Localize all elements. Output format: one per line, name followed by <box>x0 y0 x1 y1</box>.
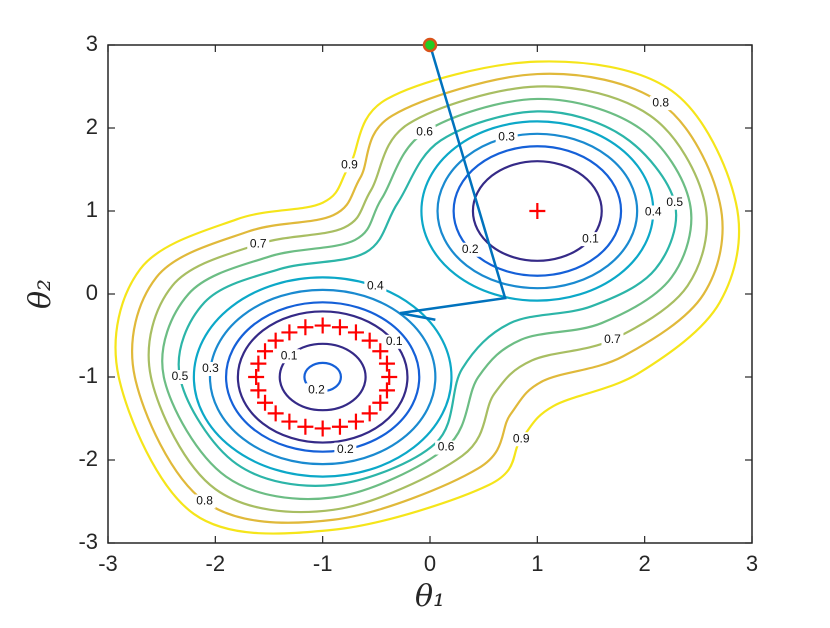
contour-label: 0.3 <box>202 361 219 375</box>
plus-marker <box>248 369 265 385</box>
contour-label-bg <box>247 237 270 252</box>
plus-marker <box>361 405 378 422</box>
contour-label-bg <box>413 125 436 140</box>
contour-line <box>114 60 741 535</box>
contour-label-bg <box>334 442 357 457</box>
plus-marker <box>257 394 274 411</box>
plus-marker <box>361 332 378 349</box>
contour-label-bg <box>278 349 301 364</box>
contour-line <box>177 110 678 487</box>
contour-label: 0.7 <box>604 332 621 346</box>
contour-label: 0.6 <box>416 124 433 138</box>
plus-marker <box>331 418 348 435</box>
contour-label: 0.1 <box>582 231 599 245</box>
contour-line <box>208 288 437 466</box>
contour-label-bg <box>305 383 328 398</box>
plus-marker <box>378 355 395 372</box>
start-marker <box>422 37 438 53</box>
contour-label: 0.8 <box>196 494 213 508</box>
x-tick-label: -2 <box>206 551 226 576</box>
plus-marker <box>314 317 331 334</box>
plus-marker <box>381 369 398 385</box>
contour-label: 0.4 <box>645 205 662 219</box>
contour-line <box>192 276 453 478</box>
x-tick-label: 1 <box>531 551 543 576</box>
contour-label-bg <box>601 332 624 347</box>
contour-label: 0.6 <box>438 440 455 454</box>
contour-line <box>452 145 623 277</box>
y-tick-label: -3 <box>78 529 98 554</box>
plot-layer: 0.1 0.2 0.3 0.4 0.2 0.1 0.1 0.2 0.3 0.4 0.5 0.5 0.6 0… <box>114 60 741 535</box>
descent-path <box>399 44 507 321</box>
contour-label: 0.2 <box>462 242 479 256</box>
x-tick-label: -3 <box>98 551 118 576</box>
plus-marker <box>347 324 364 341</box>
contour-label-bg <box>579 232 602 247</box>
contour-label-bg <box>663 195 686 210</box>
contour-label: 0.1 <box>386 334 403 348</box>
contour-label-bg <box>383 334 406 349</box>
contour-line <box>147 85 708 514</box>
contour-label-bg <box>338 158 361 173</box>
contour-line <box>436 132 639 290</box>
contour-line <box>278 342 367 412</box>
plus-marker <box>257 343 274 360</box>
contour-label: 0.9 <box>341 158 358 172</box>
plus-marker <box>297 319 314 336</box>
contour-label: 0.9 <box>513 431 530 445</box>
plus-marker <box>314 420 331 437</box>
plus-marker <box>267 332 284 349</box>
y-tick-label: 1 <box>86 197 98 222</box>
x-tick-label: 3 <box>746 551 758 576</box>
contour-line <box>161 97 693 501</box>
contour-label-bg <box>435 440 458 455</box>
y-axis-label: θ₂ <box>23 279 58 309</box>
plus-marker <box>378 382 395 399</box>
contour-label-bg <box>364 279 387 294</box>
x-tick-label: 2 <box>639 551 651 576</box>
plus-marker <box>529 203 546 219</box>
plus-marker <box>372 343 389 360</box>
contour-label: 0.5 <box>666 195 683 209</box>
contour-label-bg <box>168 370 191 384</box>
plus-marker <box>250 382 267 399</box>
contour-label-bg <box>193 494 216 509</box>
contour-label: 0.3 <box>498 130 515 144</box>
contour-label: 0.1 <box>281 348 298 362</box>
y-tick-label: 0 <box>86 280 98 305</box>
plus-marker <box>250 355 267 372</box>
contour-line <box>236 310 409 444</box>
contour-line <box>224 301 421 453</box>
plus-marker <box>281 413 298 430</box>
contour-label: 0.5 <box>172 369 189 383</box>
contour-label-bg <box>459 242 482 257</box>
contour-label-bg <box>510 432 533 447</box>
plus-marker <box>297 418 314 435</box>
plus-marker <box>347 413 364 430</box>
contour-label: 0.8 <box>652 95 669 109</box>
contour-label: 0.2 <box>308 382 325 396</box>
plus-marker <box>267 405 284 422</box>
y-tick-label: 2 <box>86 114 98 139</box>
y-tick-label: 3 <box>86 31 98 56</box>
contour-label: 0.4 <box>367 278 384 292</box>
y-tick-label: -2 <box>78 446 98 471</box>
plus-marker <box>372 394 389 411</box>
contour-line <box>131 72 724 524</box>
contour-label: 0.7 <box>250 236 267 250</box>
contour-line <box>471 160 603 262</box>
contour-label-bg <box>649 96 672 111</box>
x-axis-label: θ₁ <box>415 579 445 614</box>
contour-label-bg <box>642 205 665 220</box>
x-tick-label: 0 <box>424 551 436 576</box>
y-tick-label: -1 <box>78 363 98 388</box>
contour-label-bg <box>495 130 518 145</box>
contour-label-bg <box>199 361 222 376</box>
contour-label: 0.2 <box>337 442 354 456</box>
plus-marker <box>331 319 348 336</box>
x-tick-label: -1 <box>313 551 333 576</box>
plus-marker <box>281 324 298 341</box>
